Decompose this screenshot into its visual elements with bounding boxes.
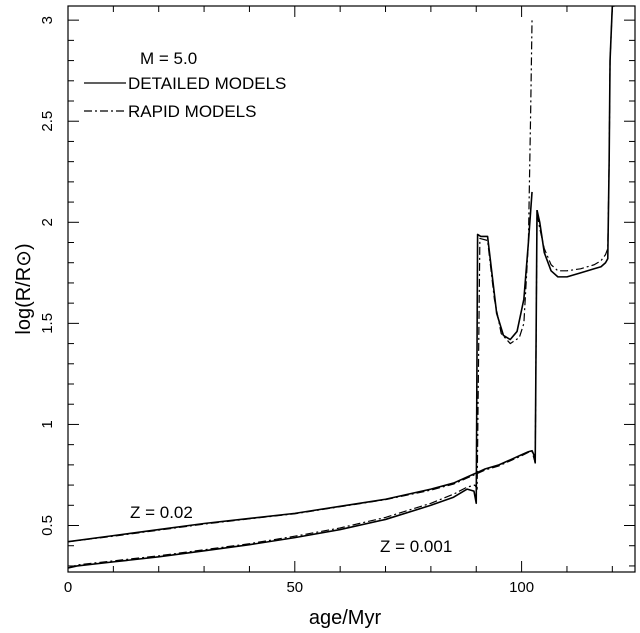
axis-ticks: [67, 6, 635, 572]
annotation-z-002: Z = 0.02: [130, 503, 193, 522]
series-line-1: [68, 214, 538, 543]
y-tick-label: 1.5: [39, 313, 56, 334]
y-tick-label: 2: [39, 218, 56, 226]
x-tick-label: 0: [64, 579, 72, 596]
x-tick-label: 50: [286, 579, 303, 596]
y-tick-label: 2.5: [39, 111, 56, 132]
axis-tick-labels: 0 50 100 0.5 1 1.5 2 2.5 3: [39, 16, 534, 596]
y-tick-label: 3: [39, 16, 56, 24]
series-line-5: [536, 6, 615, 272]
x-tick-label: 100: [509, 579, 534, 596]
series-group: [68, 6, 615, 569]
series-line-3: [68, 20, 533, 569]
y-tick-label: 0.5: [39, 515, 56, 536]
series-line-0: [68, 210, 538, 543]
legend-label-rapid: RAPID MODELS: [128, 102, 256, 121]
plot-frame: [67, 5, 636, 573]
series-line-2: [68, 191, 533, 569]
y-tick-label: 1: [39, 420, 56, 428]
series-line-4: [536, 6, 615, 278]
legend-title: M = 5.0: [140, 49, 197, 68]
legend-label-detailed: DETAILED MODELS: [128, 74, 286, 93]
x-axis-label: age/Myr: [309, 607, 382, 629]
y-axis-label: log(R/R⊙): [13, 243, 35, 334]
annotation-z-0001: Z = 0.001: [380, 537, 452, 556]
legend: M = 5.0 DETAILED MODELS RAPID MODELS: [84, 49, 286, 121]
